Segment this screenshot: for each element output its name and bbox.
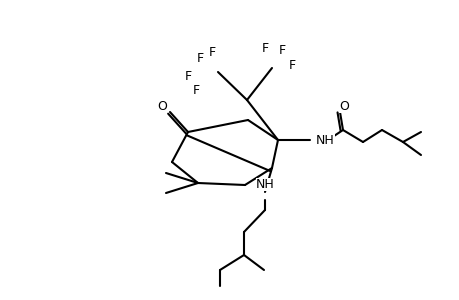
Text: F: F (184, 70, 191, 83)
Text: NH: NH (315, 134, 334, 146)
Text: F: F (261, 41, 268, 55)
Text: F: F (208, 46, 215, 59)
Text: F: F (278, 44, 285, 56)
Text: F: F (196, 52, 203, 64)
Text: F: F (192, 83, 199, 97)
Text: NH: NH (255, 178, 274, 190)
Text: F: F (288, 58, 295, 71)
Text: O: O (157, 100, 167, 112)
Text: O: O (338, 100, 348, 112)
